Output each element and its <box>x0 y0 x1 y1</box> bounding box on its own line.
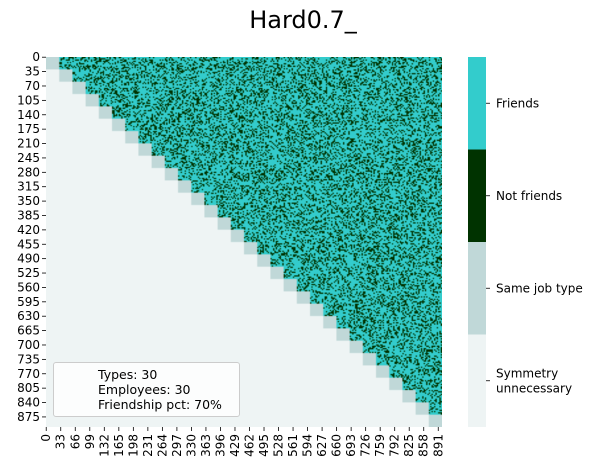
y-tick-label: 875 <box>17 410 40 424</box>
y-tick-label: 665 <box>17 324 40 338</box>
x-tick-label: 726 <box>359 434 373 457</box>
x-tick-label: 759 <box>373 434 387 457</box>
y-tick-label: 560 <box>17 280 40 294</box>
y-tick-label: 245 <box>17 151 40 165</box>
colorbar-label: Friends <box>496 96 539 110</box>
x-tick-label: 330 <box>184 434 198 457</box>
y-tick-label: 140 <box>17 108 40 122</box>
y-tick-label: 70 <box>25 79 40 93</box>
x-tick-label: 99 <box>83 434 97 449</box>
x-tick-label: 594 <box>301 434 315 457</box>
x-tick-label: 561 <box>286 434 300 457</box>
chart-title: Hard0.7_ <box>249 6 357 34</box>
colorbar-segment <box>468 57 486 150</box>
x-tick-label: 792 <box>388 434 402 457</box>
legend-employees-text: Employees: 30 <box>98 382 191 397</box>
x-tick-label: 528 <box>272 434 286 457</box>
y-tick-label: 735 <box>17 352 40 366</box>
y-tick-label: 490 <box>17 252 40 266</box>
x-tick-label: 66 <box>68 434 82 449</box>
y-tick-label: 455 <box>17 237 40 251</box>
y-tick-label: 315 <box>17 180 40 194</box>
x-tick-label: 891 <box>431 434 445 457</box>
y-tick-label: 630 <box>17 309 40 323</box>
y-tick-label: 420 <box>17 223 40 237</box>
colorbar-segment <box>468 242 486 335</box>
colorbar-label: Not friends <box>496 189 562 203</box>
y-tick-label: 350 <box>17 194 40 208</box>
x-tick-label: 231 <box>141 434 155 457</box>
y-tick-label: 35 <box>25 65 40 79</box>
x-tick-label: 297 <box>170 434 184 457</box>
y-tick-label: 385 <box>17 208 40 222</box>
y-tick-label: 840 <box>17 396 40 410</box>
info-legend-box: Types: 30 Employees: 30 Friendship pct: … <box>53 362 240 417</box>
x-tick-label: 165 <box>112 434 126 457</box>
x-tick-label: 33 <box>54 434 68 449</box>
x-tick-label: 363 <box>199 434 213 457</box>
x-tick-label: 0 <box>39 434 53 442</box>
x-tick-label: 660 <box>330 434 344 457</box>
x-tick-label: 198 <box>126 434 140 457</box>
colorbar-segment <box>468 334 486 427</box>
x-tick-label: 396 <box>213 434 227 457</box>
colorbar-label: Symmetry unnecessary <box>496 366 572 395</box>
colorbar-segment <box>468 149 486 242</box>
y-tick-label: 770 <box>17 367 40 381</box>
x-tick-label: 858 <box>417 434 431 457</box>
y-tick-label: 210 <box>17 137 40 151</box>
legend-friendship-text: Friendship pct: 70% <box>98 397 222 412</box>
y-tick-label: 595 <box>17 295 40 309</box>
y-tick-label: 700 <box>17 338 40 352</box>
y-tick-label: 105 <box>17 93 40 107</box>
y-tick-label: 805 <box>17 381 40 395</box>
x-tick-label: 462 <box>243 434 257 457</box>
colorbar-label: Same job type <box>496 281 583 295</box>
x-tick-label: 693 <box>344 434 358 457</box>
x-tick-label: 264 <box>155 434 169 457</box>
x-tick-label: 429 <box>228 434 242 457</box>
x-tick-label: 132 <box>97 434 111 457</box>
y-tick-label: 175 <box>17 122 40 136</box>
x-tick-label: 495 <box>257 434 271 457</box>
x-tick-label: 627 <box>315 434 329 457</box>
x-tick-label: 825 <box>402 434 416 457</box>
y-tick-label: 280 <box>17 165 40 179</box>
legend-types-text: Types: 30 <box>98 367 158 382</box>
y-tick-label: 525 <box>17 266 40 280</box>
y-tick-label: 0 <box>32 50 40 64</box>
